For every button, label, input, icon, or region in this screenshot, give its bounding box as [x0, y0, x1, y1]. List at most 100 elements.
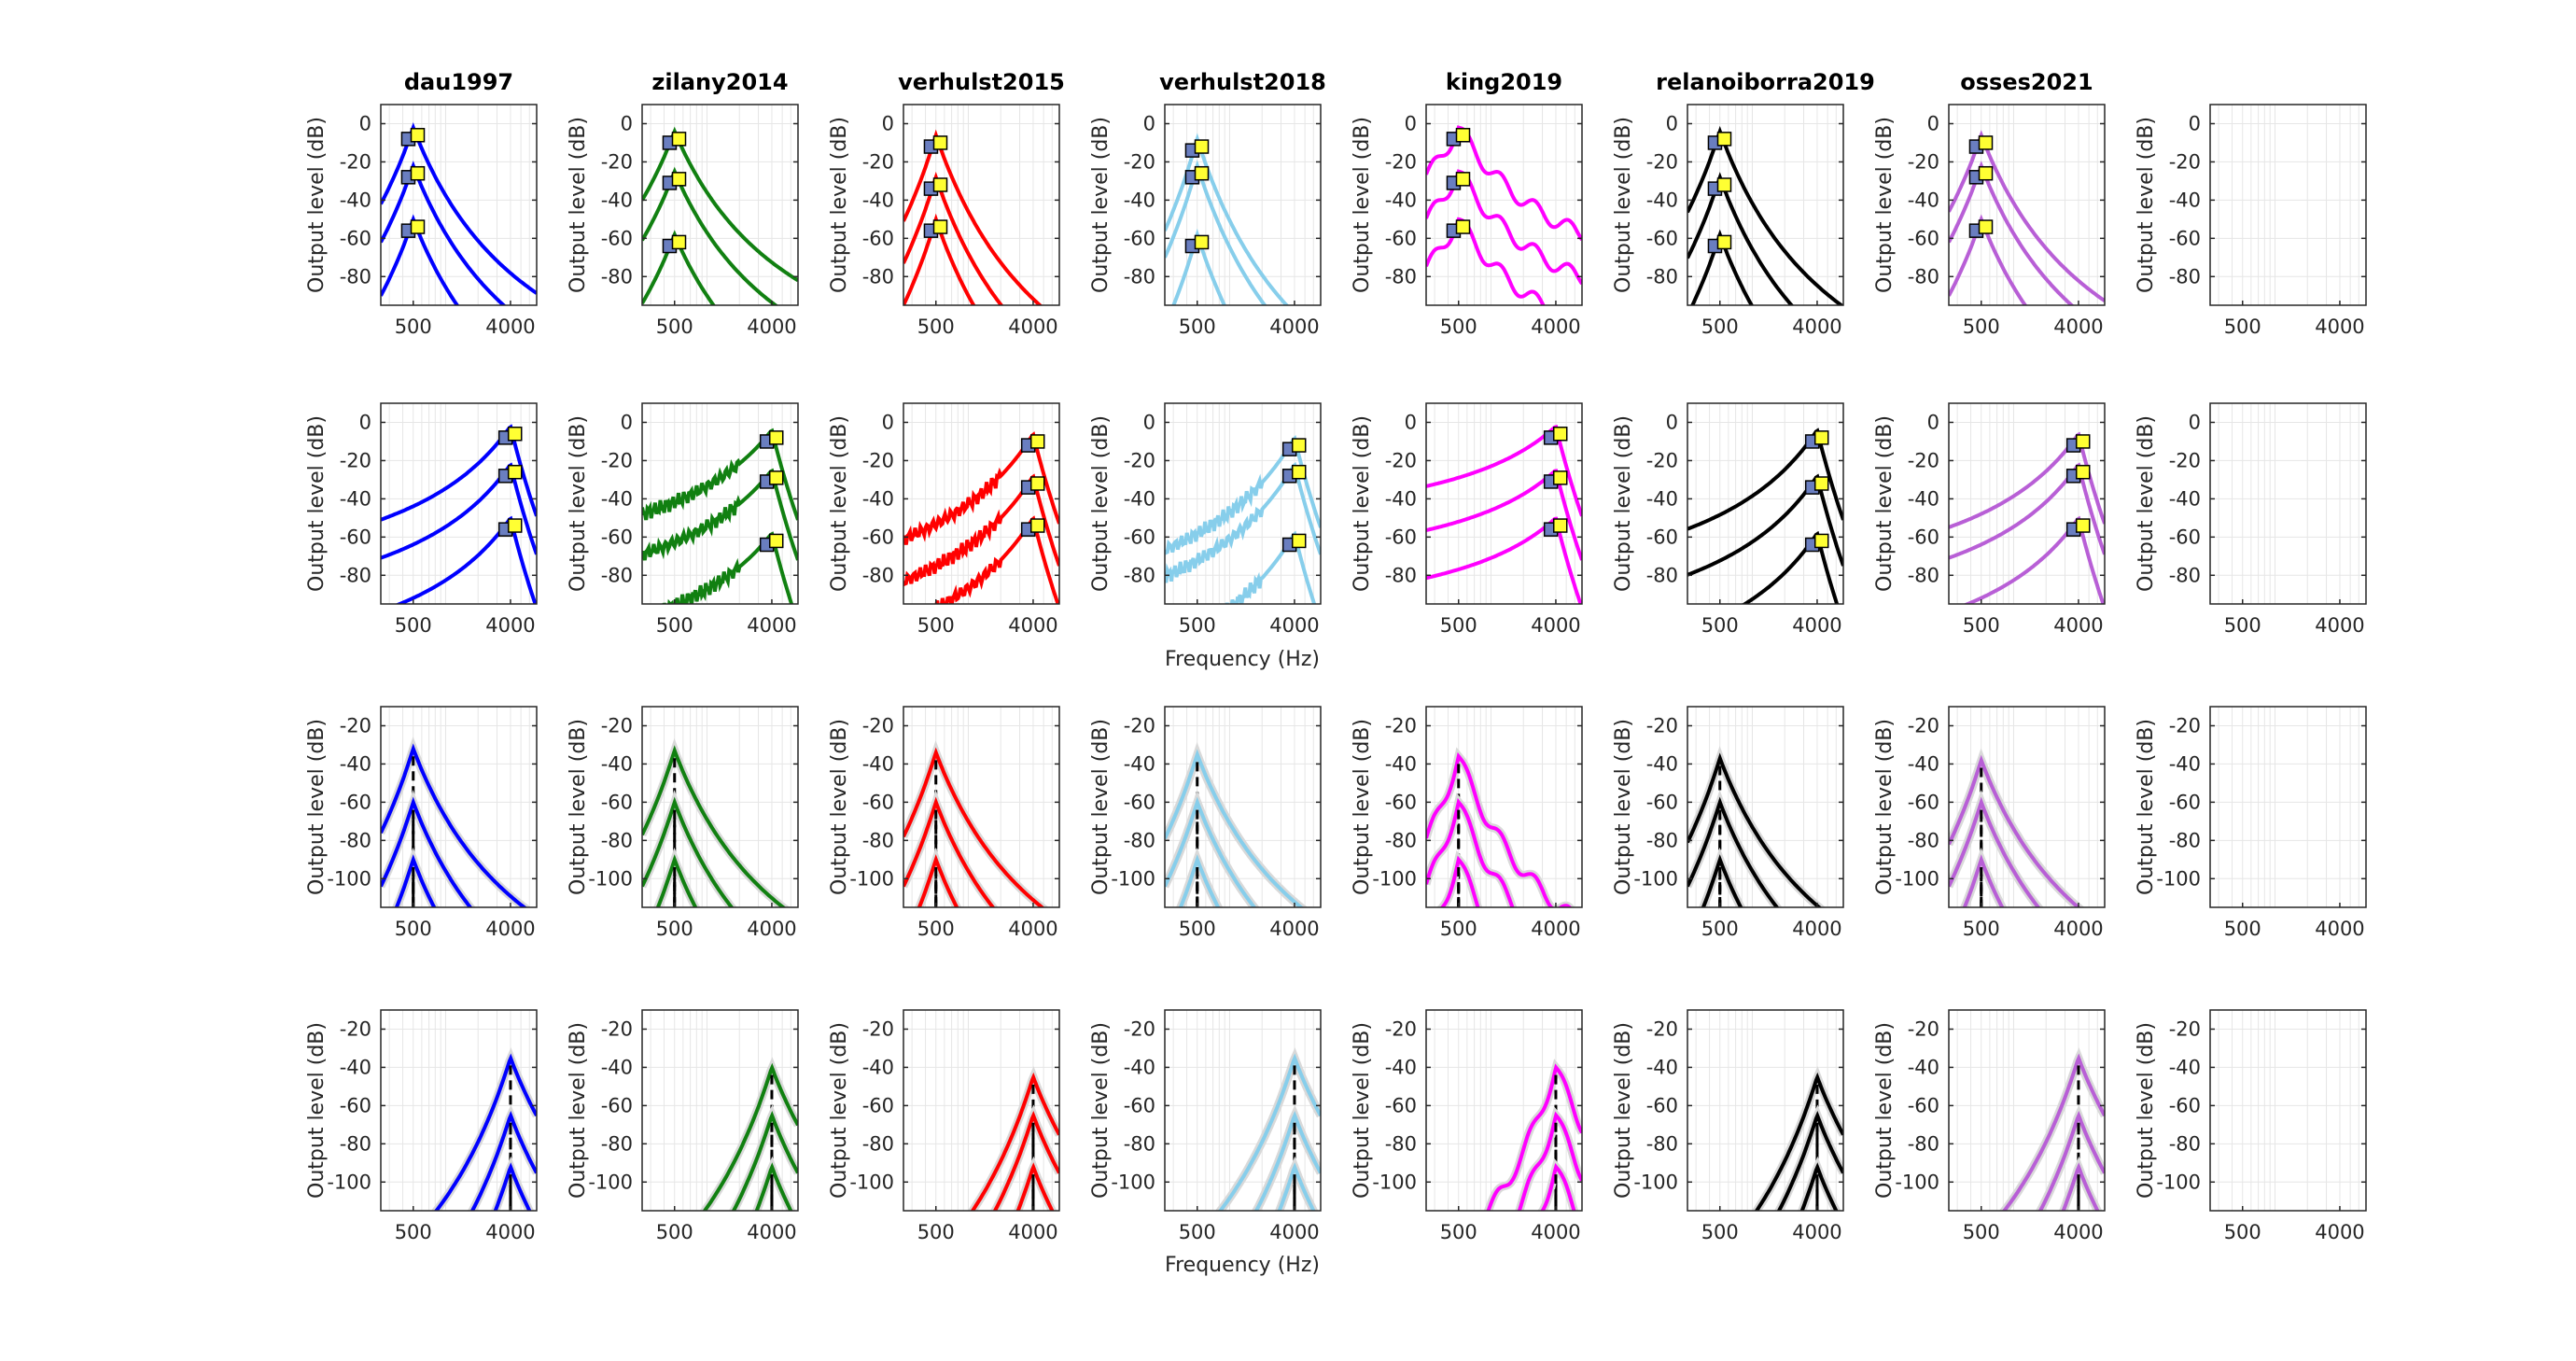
series-group	[1687, 745, 1826, 907]
data-marker	[2075, 434, 2091, 449]
y-tick-label: -20	[862, 1017, 894, 1040]
series-group	[381, 122, 537, 305]
series-group	[1426, 747, 1575, 907]
series-group	[1165, 435, 1321, 604]
panel-r4-c1: -20 -40 -60 -80 -100 500 4000 Output level (dB)	[305, 1009, 538, 1243]
y-tick-label: -80	[340, 265, 371, 288]
y-tick-label: -40	[1646, 487, 1678, 510]
data-marker	[1291, 464, 1307, 480]
panel-r4-c7: -20 -40 -60 -80 -100 500 4000 Output level (dB)	[1873, 1009, 2106, 1243]
y-tick-label: -20	[1124, 449, 1155, 471]
x-tick-label: 500	[1701, 316, 1739, 338]
axes-box	[903, 1009, 1060, 1212]
y-tick-label: -40	[601, 1056, 633, 1078]
x-tick-label: 500	[1440, 1221, 1477, 1243]
axes-box	[1948, 1009, 2106, 1212]
axes-box	[1425, 104, 1583, 306]
series-line	[1253, 1110, 1321, 1211]
x-tick-label: 4000	[1531, 1221, 1580, 1243]
y-tick-label: -40	[1385, 1056, 1417, 1078]
axes-box	[1164, 706, 1322, 908]
series-shade	[751, 1156, 796, 1211]
y-tick-label: -40	[2169, 752, 2201, 775]
y-tick-label: -40	[1385, 189, 1417, 211]
y-tick-label: -100	[1633, 1171, 1678, 1193]
y-tick-label: -20	[1908, 150, 1939, 173]
series-group	[903, 129, 1043, 305]
data-marker	[1552, 518, 1568, 533]
y-axis-label: Output level (dB)	[2135, 1022, 2158, 1199]
y-tick-label: -60	[862, 227, 894, 249]
data-marker	[1291, 438, 1307, 453]
panel-r3-c4: -20 -40 -60 -80 -100 500 4000 Output level (dB)	[1089, 706, 1322, 940]
x-tick-label: 4000	[2315, 316, 2364, 338]
series-line	[731, 1110, 798, 1211]
y-tick-label: -80	[1646, 265, 1678, 288]
column-title-king2019: king2019	[1446, 69, 1562, 95]
column-title-relanoiborra2019: relanoiborra2019	[1656, 69, 1875, 95]
y-tick-label: -20	[2169, 449, 2201, 471]
data-marker	[507, 427, 523, 442]
series-line	[1687, 125, 1843, 305]
y-tick-label: -100	[1111, 867, 1155, 890]
y-axis-label: Output level (dB)	[567, 719, 590, 895]
y-tick-label: 0	[621, 112, 633, 134]
grid	[381, 1010, 537, 1211]
series-line	[1949, 754, 2081, 907]
x-tick-label: 500	[1963, 614, 2000, 637]
x-tick-label: 4000	[1269, 316, 1319, 338]
panel-r2-c6: 0 -20 -40 -60 -80 500 4000 Output level (dB)	[1612, 402, 1844, 637]
x-tick-label: 500	[1440, 918, 1477, 940]
x-tick-label: 500	[656, 918, 693, 940]
data-marker	[1029, 518, 1045, 533]
y-tick-label: -20	[340, 449, 371, 471]
y-axis-label: Output level (dB)	[1351, 1022, 1374, 1199]
series-line	[1949, 130, 2105, 302]
y-tick-label: -60	[340, 791, 371, 813]
series-group	[642, 126, 798, 305]
data-marker	[768, 533, 784, 549]
series-line	[642, 796, 735, 907]
x-tick-label: 500	[917, 316, 955, 338]
y-axis-label: Output level (dB)	[1351, 415, 1374, 592]
x-tick-label: 4000	[1792, 1221, 1841, 1243]
x-tick-label: 4000	[1269, 1221, 1319, 1243]
series-line	[903, 747, 1045, 907]
y-tick-label: -20	[1385, 449, 1417, 471]
series-line	[917, 854, 959, 907]
x-tick-label: 500	[2224, 614, 2261, 637]
y-tick-label: -20	[1908, 449, 1939, 471]
x-tick-label: 4000	[2315, 918, 2364, 940]
panel-r3-c1: -20 -40 -60 -80 -100 500 4000 Output level (dB)	[305, 706, 538, 940]
column-title-osses2021: osses2021	[1960, 69, 2093, 95]
series-line	[1486, 1063, 1582, 1211]
y-tick-label: -80	[862, 564, 894, 586]
series-line	[1165, 461, 1321, 583]
grid	[2210, 105, 2366, 305]
y-tick-label: -40	[340, 487, 371, 510]
series-line	[1540, 1162, 1576, 1211]
data-marker	[932, 135, 948, 150]
column-title-zilany2014: zilany2014	[651, 69, 788, 95]
axes-box	[380, 402, 538, 605]
y-tick-label: -40	[1385, 487, 1417, 510]
x-tick-label: 4000	[1008, 918, 1057, 940]
x-tick-label: 500	[1701, 1221, 1739, 1243]
series-line	[493, 1162, 532, 1211]
panel-r2-c8: 0 -20 -40 -60 -80 500 4000 Output level (dB)	[2135, 402, 2367, 637]
data-marker	[1291, 533, 1307, 549]
panel-r4-c6: -20 -40 -60 -80 -100 500 4000 Output level (dB)	[1612, 1009, 1844, 1243]
x-tick-label: 4000	[485, 1221, 535, 1243]
axes-box	[1164, 104, 1322, 306]
y-tick-label: 0	[882, 112, 894, 134]
series-line	[1218, 1053, 1321, 1211]
y-tick-label: 0	[359, 112, 371, 134]
y-tick-label: -80	[2169, 829, 2201, 851]
y-tick-label: -60	[601, 526, 633, 548]
series-line	[433, 1053, 537, 1211]
series-group	[381, 737, 532, 907]
data-marker	[932, 177, 948, 192]
series-line	[1701, 854, 1743, 907]
data-marker	[2075, 464, 2091, 480]
